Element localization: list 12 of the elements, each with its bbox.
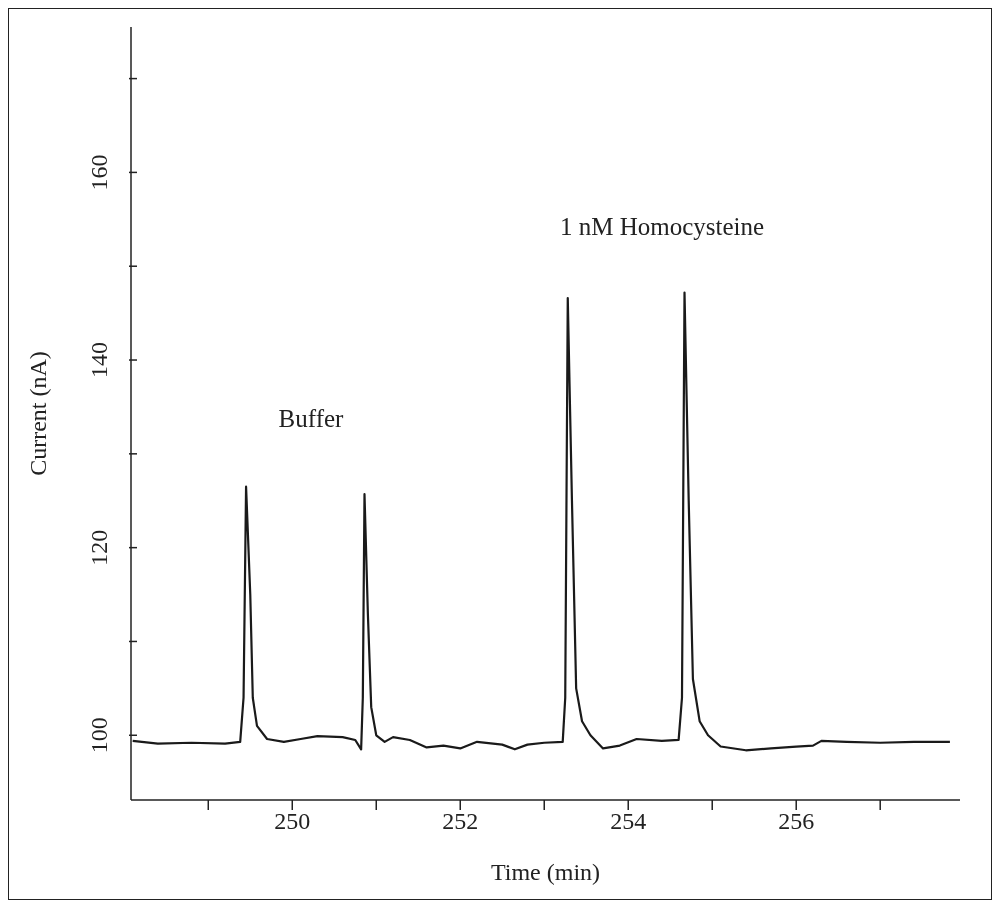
y-tick-label: 160	[86, 154, 112, 191]
annotation: 1 nM Homocysteine	[559, 213, 765, 241]
y-tick-label: 100	[86, 717, 112, 754]
y-tick-label: 120	[86, 529, 112, 566]
x-tick-label: 252	[442, 808, 479, 835]
x-tick-label: 250	[274, 808, 311, 835]
y-axis-title: Current (nA)	[24, 351, 51, 476]
annotation: Buffer	[278, 405, 344, 433]
x-tick-label: 256	[778, 808, 815, 835]
x-axis-title: Time (min)	[490, 859, 601, 885]
x-tick-label: 254	[610, 808, 647, 835]
y-tick-label: 140	[86, 342, 112, 379]
